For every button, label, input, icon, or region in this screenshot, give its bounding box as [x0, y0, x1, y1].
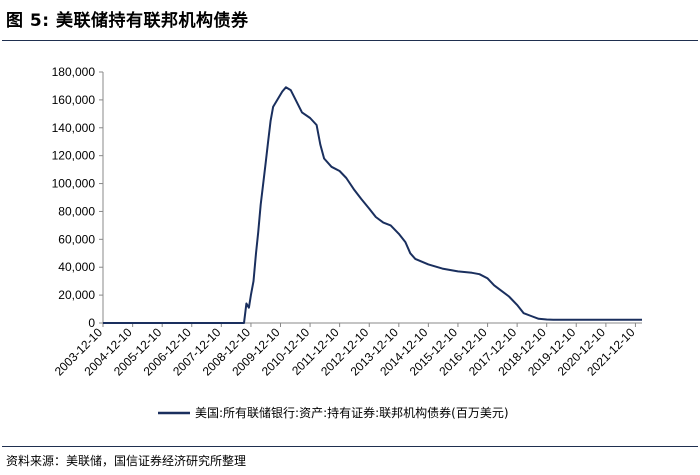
- y-tick-label: 20,000: [58, 288, 95, 302]
- y-axis: 0 20,000 40,000 60,000 80,000 100,000 120,000 1…: [52, 65, 104, 330]
- figure-title: 图 5: 美联储持有联邦机构债券: [6, 11, 249, 31]
- y-tick-label: 80,000: [58, 204, 95, 218]
- y-tick-label: 160,000: [52, 93, 96, 107]
- legend: 美国:所有联储银行:资产:持有证券:联邦机构债券(百万美元): [158, 405, 509, 420]
- x-axis: 2003-12-102004-12-102005-12-102006-12-10…: [52, 322, 642, 379]
- y-tick-label: 0: [88, 316, 95, 330]
- y-tick-label: 120,000: [52, 149, 96, 163]
- y-tick-label: 60,000: [58, 232, 95, 246]
- line-chart: 0 20,000 40,000 60,000 80,000 100,000 120,000 1…: [52, 65, 642, 420]
- title-divider: [2, 40, 698, 41]
- y-tick-label: 100,000: [52, 177, 96, 191]
- y-tick-label: 40,000: [58, 260, 95, 274]
- series-line: [103, 86, 642, 324]
- y-tick-label: 180,000: [52, 65, 96, 79]
- legend-label: 美国:所有联储银行:资产:持有证券:联邦机构债券(百万美元): [195, 405, 509, 420]
- series-layer: [103, 86, 642, 324]
- y-tick-label: 140,000: [52, 121, 96, 135]
- source-note: 资料来源：美联储，国信证券经济研究所整理: [6, 454, 247, 468]
- source-divider: [2, 446, 698, 447]
